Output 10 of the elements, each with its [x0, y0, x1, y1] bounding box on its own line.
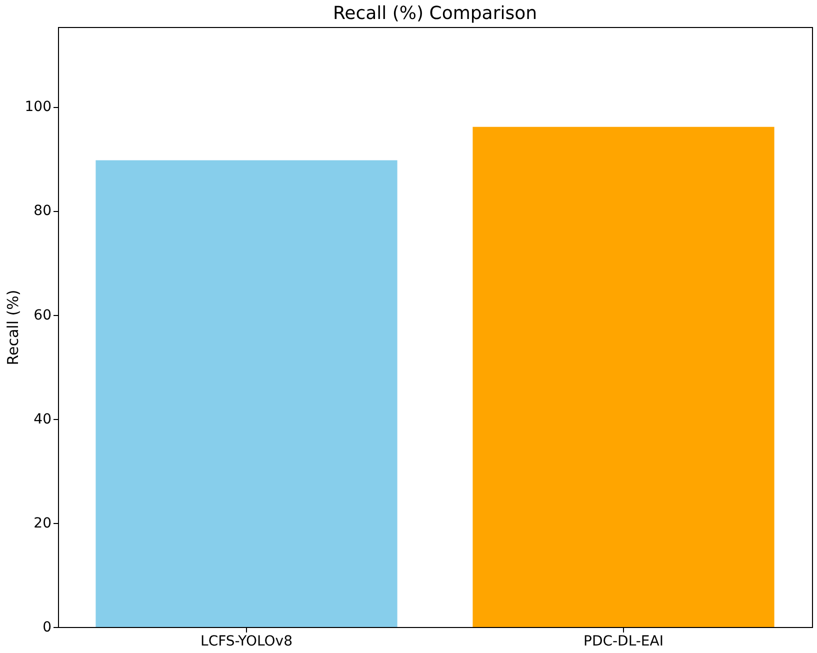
x-tick-label: PDC-DL-EAI	[584, 634, 664, 650]
y-tick-label: 0	[42, 620, 52, 636]
y-tick-label: 100	[24, 99, 52, 116]
chart-title: Recall (%) Comparison	[332, 3, 538, 24]
y-tick-label: 80	[34, 203, 52, 220]
x-tick-label: LCFS-YOLOv8	[200, 634, 292, 650]
y-tick-label: 20	[34, 515, 52, 532]
y-tick-label: 40	[34, 411, 52, 428]
y-tick-label: 60	[34, 307, 52, 324]
y-axis-title: Recall (%)	[4, 290, 22, 366]
